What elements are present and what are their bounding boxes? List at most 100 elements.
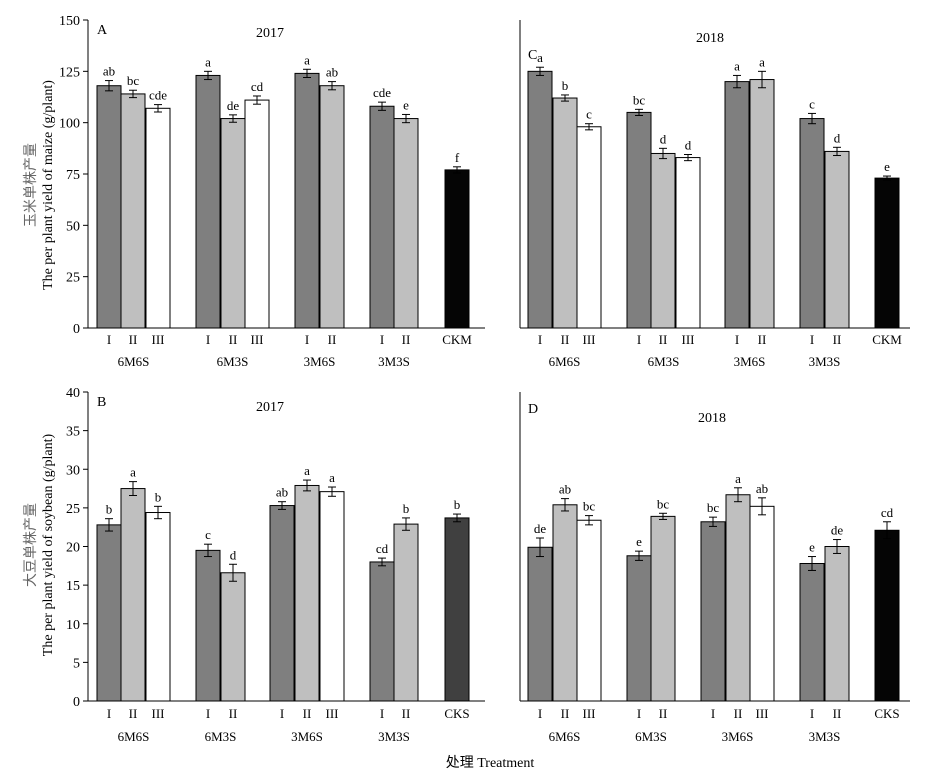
bar-6m3s-i (195, 549, 221, 702)
significance-label: ab (276, 485, 288, 500)
x-tick-label: III (251, 332, 264, 347)
x-tick-label: CKS (874, 706, 899, 721)
bar-3m6s-ii (294, 484, 320, 702)
bar-6m3s-iii (244, 99, 270, 329)
significance-label: c (586, 107, 592, 122)
group-label: 3M6S (722, 729, 754, 744)
group-label: 6M3S (217, 354, 249, 369)
significance-label: a (329, 470, 335, 485)
y-axis-title-maize-en: The per plant yield of maize (g/plant) (41, 80, 56, 290)
x-tick-label: I (305, 332, 309, 347)
bar-6m6s-ii (120, 93, 146, 329)
y-tick-label: 125 (59, 65, 80, 80)
significance-label: ab (103, 64, 115, 79)
significance-label: bc (127, 73, 140, 88)
y-tick-label: 100 (59, 117, 80, 132)
significance-label: ab (756, 481, 768, 496)
x-tick-label: I (206, 706, 210, 721)
panel-letter: D (528, 402, 538, 417)
panel-title: 2018 (696, 31, 724, 46)
bar-3m3s-ii (393, 523, 419, 702)
significance-label: b (562, 78, 569, 93)
bar-6m6s-i (527, 70, 553, 329)
group-label: 6M3S (205, 729, 237, 744)
bar-3m6s-iii (319, 491, 345, 702)
x-tick-label: II (303, 706, 312, 721)
significance-label: b (454, 497, 461, 512)
bar-3m6s-i (700, 521, 726, 702)
significance-label: de (227, 98, 240, 113)
bar-3m3s-i (799, 562, 825, 702)
x-tick-label: III (682, 332, 695, 347)
x-tick-label: I (107, 706, 111, 721)
x-tick-label: I (711, 706, 715, 721)
x-tick-label: II (734, 706, 743, 721)
bar-6m6s-ii (552, 504, 578, 702)
significance-label: a (205, 54, 211, 69)
panel-letter: B (97, 395, 106, 410)
significance-label: a (304, 52, 310, 67)
significance-label: d (685, 137, 692, 152)
significance-label: cde (149, 88, 167, 103)
significance-label: cd (251, 79, 264, 94)
y-tick-label: 40 (66, 386, 80, 401)
bar-6m3s-i (626, 111, 652, 329)
bar-6m6s-i (527, 546, 553, 702)
bar-3m3s-i (369, 105, 395, 329)
x-tick-label: II (229, 706, 238, 721)
significance-label: c (809, 96, 815, 111)
significance-label: cde (373, 85, 391, 100)
x-tick-label: I (810, 706, 814, 721)
bar--ckm (874, 177, 900, 329)
bar--cks (874, 529, 900, 702)
significance-label: a (735, 471, 741, 486)
y-tick-label: 75 (66, 168, 80, 183)
bar-3m6s-i (269, 505, 295, 702)
bar-3m6s-iii (749, 505, 775, 702)
y-tick-label: 150 (59, 14, 80, 29)
bar-6m3s-ii (650, 152, 676, 329)
bar-6m3s-iii (675, 157, 701, 329)
x-tick-label: II (833, 706, 842, 721)
x-tick-label: I (380, 332, 384, 347)
x-tick-label: III (583, 706, 596, 721)
group-label: 3M3S (378, 729, 410, 744)
significance-label: a (537, 50, 543, 65)
chart-panel-d: D2018deIabIIbcIII6M6SeIbcII6M3SbcIaIIabI… (519, 392, 910, 744)
significance-label: a (304, 463, 310, 478)
x-tick-label: I (280, 706, 284, 721)
x-tick-label: I (735, 332, 739, 347)
bar-6m3s-i (195, 74, 221, 329)
significance-label: e (884, 159, 890, 174)
x-axis-title: 处理 Treatment (446, 755, 535, 771)
y-axis-title-soybean-en: The per plant yield of soybean (g/plant) (41, 433, 56, 656)
significance-label: e (636, 534, 642, 549)
x-tick-label: II (129, 332, 138, 347)
y-axis-title-soybean-cn: 大豆单株产量 (23, 503, 39, 587)
x-tick-label: III (152, 332, 165, 347)
bar-3m3s-ii (824, 150, 850, 329)
x-tick-label: II (402, 706, 411, 721)
significance-label: e (403, 97, 409, 112)
significance-label: a (734, 58, 740, 73)
x-tick-label: I (107, 332, 111, 347)
x-tick-label: CKS (444, 706, 469, 721)
group-label: 6M6S (118, 729, 150, 744)
panel-letter: C (528, 48, 537, 63)
significance-label: bc (707, 500, 720, 515)
bar-6m6s-iii (576, 519, 602, 702)
group-label: 6M6S (549, 354, 581, 369)
bar-6m6s-i (96, 85, 122, 329)
y-tick-label: 0 (73, 695, 80, 710)
bar-6m6s-iii (576, 126, 602, 329)
group-label: 3M3S (809, 729, 841, 744)
group-label: 6M3S (648, 354, 680, 369)
significance-label: ab (326, 65, 338, 80)
significance-label: d (660, 131, 667, 146)
x-tick-label: II (659, 706, 668, 721)
bar-6m3s-i (626, 555, 652, 702)
bar-3m6s-ii (725, 494, 751, 702)
